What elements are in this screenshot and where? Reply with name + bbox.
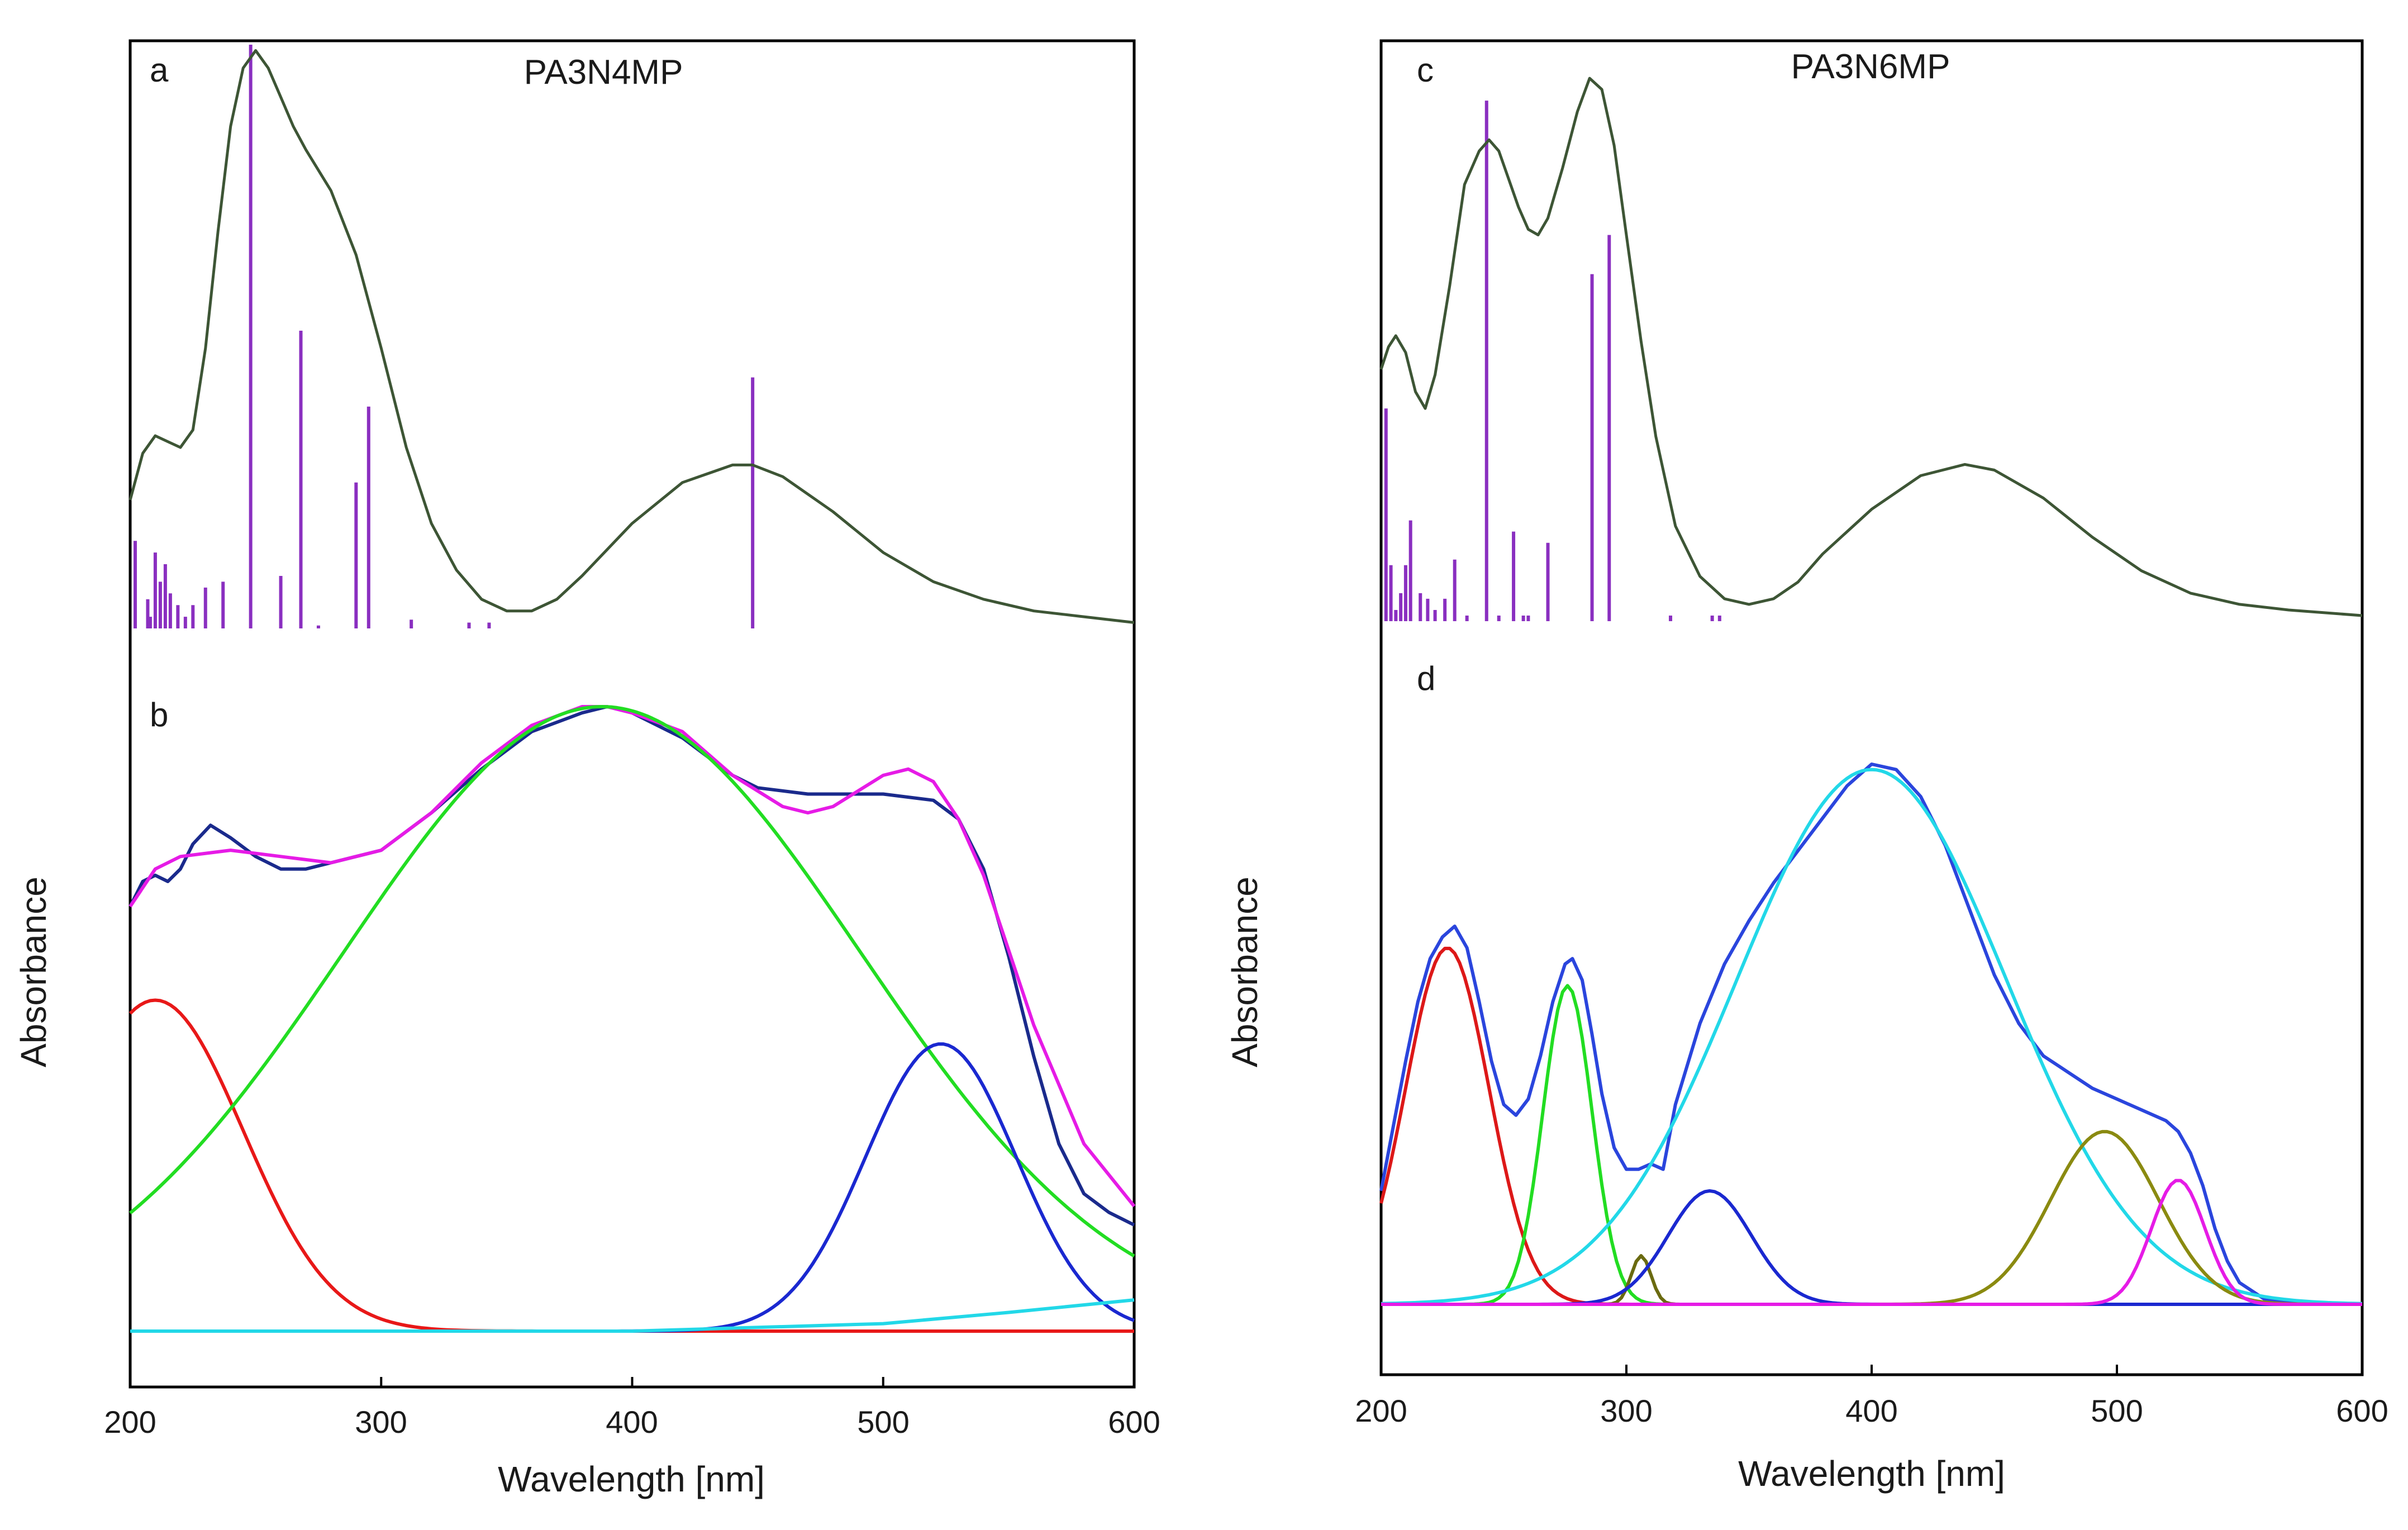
right-x-tick-label: 200	[1355, 1393, 1407, 1428]
calculated-spectrum-line	[129, 49, 1135, 624]
right-x-tick-label: 500	[2091, 1393, 2143, 1428]
left-panel: a PA3N4MP b 200 300 400 500 600 Waveleng…	[13, 39, 1160, 1499]
band-7-curve	[1381, 1179, 2362, 1306]
right-top-plot	[1379, 77, 2363, 621]
right-y-axis-title: Absorbance	[1225, 876, 1265, 1067]
right-x-tick-label: 400	[1845, 1393, 1897, 1428]
panel-letter-a: a	[150, 51, 169, 89]
right-x-ticks	[1380, 1365, 2363, 1375]
baseline-curve	[130, 1298, 1135, 1333]
band-2-curve	[129, 705, 1135, 1258]
panel-letter-c: c	[1417, 51, 1434, 89]
right-x-tick-label: 600	[2336, 1393, 2388, 1428]
right-panel: c PA3N6MP d 200 300 400 500 600 Waveleng…	[1225, 39, 2388, 1494]
right-x-axis-title: Wavelength [nm]	[1738, 1453, 2005, 1494]
left-x-tick-label: 600	[1108, 1404, 1160, 1440]
left-x-tick-label: 500	[857, 1404, 909, 1440]
panel-letter-d: d	[1417, 660, 1435, 697]
left-x-axis-title: Wavelength [nm]	[498, 1459, 765, 1499]
left-x-tick-label: 200	[104, 1404, 156, 1440]
left-x-tick-label: 300	[355, 1404, 407, 1440]
experimental-curve	[1379, 762, 2363, 1306]
left-top-plot	[129, 45, 1135, 628]
left-bottom-plot	[129, 705, 1136, 1333]
panel-title-pa3n6mp: PA3N6MP	[1791, 47, 1950, 86]
calculated-spectrum-line	[1379, 77, 2363, 617]
left-y-axis-title: Absorbance	[13, 876, 54, 1067]
panel-letter-b: b	[150, 696, 168, 733]
band-5-curve	[1381, 768, 2363, 1305]
left-x-tick-label: 400	[606, 1404, 658, 1440]
right-bottom-plot	[1379, 762, 2363, 1306]
right-x-tick-label: 300	[1600, 1393, 1652, 1428]
left-x-ticks	[129, 1377, 1135, 1387]
panel-title-pa3n4mp: PA3N4MP	[524, 53, 683, 92]
